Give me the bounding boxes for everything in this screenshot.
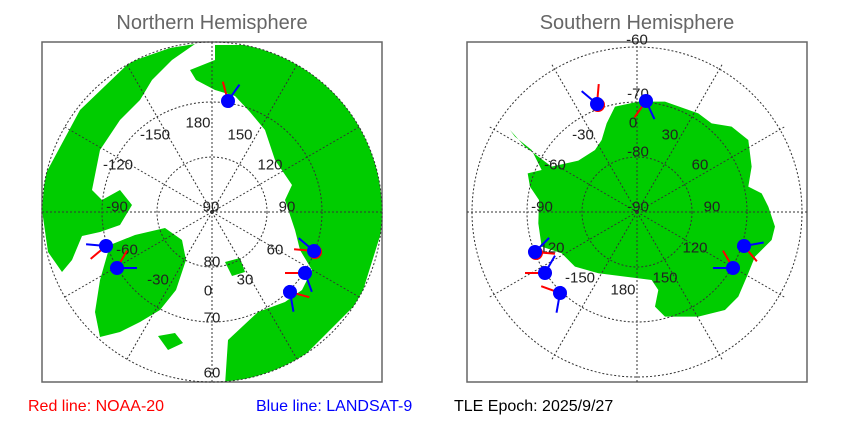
north-labels: 180 150 -150 120 -120 90 -90 60 -60 30 -… [103, 115, 295, 382]
legend-red-noaa20: Red line: NOAA-20 [28, 398, 165, 415]
lon-label: 90 [279, 199, 296, 216]
legend-blue-landsat9: Blue line: LANDSAT-9 [256, 398, 413, 415]
satellite-marker [525, 255, 556, 280]
lon-label: -90 [531, 199, 553, 216]
lon-label: 180 [610, 282, 635, 299]
lat-label: -80 [627, 144, 649, 161]
satellite-marker [282, 284, 310, 312]
meridian-line [211, 211, 360, 298]
satellite-marker [293, 237, 322, 259]
meridian-line [126, 64, 213, 213]
lon-label: 60 [267, 242, 284, 259]
meridian-line [126, 211, 213, 360]
south-land [509, 101, 775, 317]
meridian-line [551, 64, 638, 213]
meridian-line [211, 126, 360, 213]
satellite-marker [540, 285, 567, 313]
landsat9-position [221, 94, 235, 108]
lat-label: 90 [203, 199, 220, 216]
north-land [42, 44, 382, 382]
landsat9-position [283, 285, 297, 299]
lon-label: 150 [227, 127, 252, 144]
tle-epoch: TLE Epoch: 2025/9/27 [454, 398, 614, 415]
lon-label: 60 [692, 157, 709, 174]
satellite-marker [633, 94, 656, 120]
lat-label: 60 [204, 365, 221, 382]
lon-label: -150 [565, 270, 595, 287]
lat-label: -60 [626, 32, 648, 49]
lon-label: -90 [106, 199, 128, 216]
meridian-line [636, 211, 785, 298]
satellite-marker [713, 250, 740, 275]
landsat9-position [298, 266, 312, 280]
north-satellite-markers [85, 81, 322, 312]
landsat9-position [726, 261, 740, 275]
south-satellite-markers [525, 83, 764, 313]
meridian-line [489, 126, 638, 213]
lon-label: -120 [103, 157, 133, 174]
meridian-line [551, 211, 638, 360]
landsat9-position [639, 94, 653, 108]
lon-label: -30 [147, 272, 169, 289]
meridian-line [211, 211, 298, 360]
satellite-marker [736, 239, 764, 262]
meridian-line [211, 64, 298, 213]
landsat9-position [528, 245, 542, 259]
satellite-marker [285, 266, 313, 293]
lat-label: 70 [204, 310, 221, 327]
lon-label: -60 [116, 242, 138, 259]
lat-label: 80 [204, 254, 221, 271]
lon-label: 120 [257, 157, 282, 174]
satellite-marker [110, 250, 137, 275]
landsat9-position [737, 239, 751, 253]
lon-label: 90 [704, 199, 721, 216]
landsat9-position [99, 239, 113, 253]
meridian-line [636, 211, 723, 360]
satellite-marker [221, 81, 241, 109]
satellite-marker [581, 83, 605, 112]
south-graticule [467, 42, 807, 382]
lon-label: 0 [629, 115, 637, 132]
lon-label: 180 [185, 115, 210, 132]
landsat9-position [590, 97, 604, 111]
landsat9-position [307, 244, 321, 258]
lon-label: 0 [204, 283, 212, 300]
lon-label: 30 [237, 272, 254, 289]
lat-label: -90 [627, 199, 649, 216]
satellite-marker [527, 237, 556, 260]
lon-label: 30 [662, 127, 679, 144]
north-title: Northern Hemisphere [116, 12, 307, 34]
lon-label: -150 [140, 127, 170, 144]
satellite-marker [85, 239, 114, 260]
lon-label: -60 [544, 157, 566, 174]
landsat9-position [110, 261, 124, 275]
landsat9-position [538, 266, 552, 280]
lon-label: 120 [682, 240, 707, 257]
meridian-line [636, 126, 785, 213]
south-title: Southern Hemisphere [540, 12, 735, 34]
lon-label: 150 [652, 270, 677, 287]
meridian-line [64, 126, 213, 213]
meridian-line [636, 64, 723, 213]
meridian-line [64, 211, 213, 298]
lon-label: -30 [572, 127, 594, 144]
landsat9-position [553, 286, 567, 300]
north-graticule [41, 41, 383, 383]
meridian-line [489, 211, 638, 298]
